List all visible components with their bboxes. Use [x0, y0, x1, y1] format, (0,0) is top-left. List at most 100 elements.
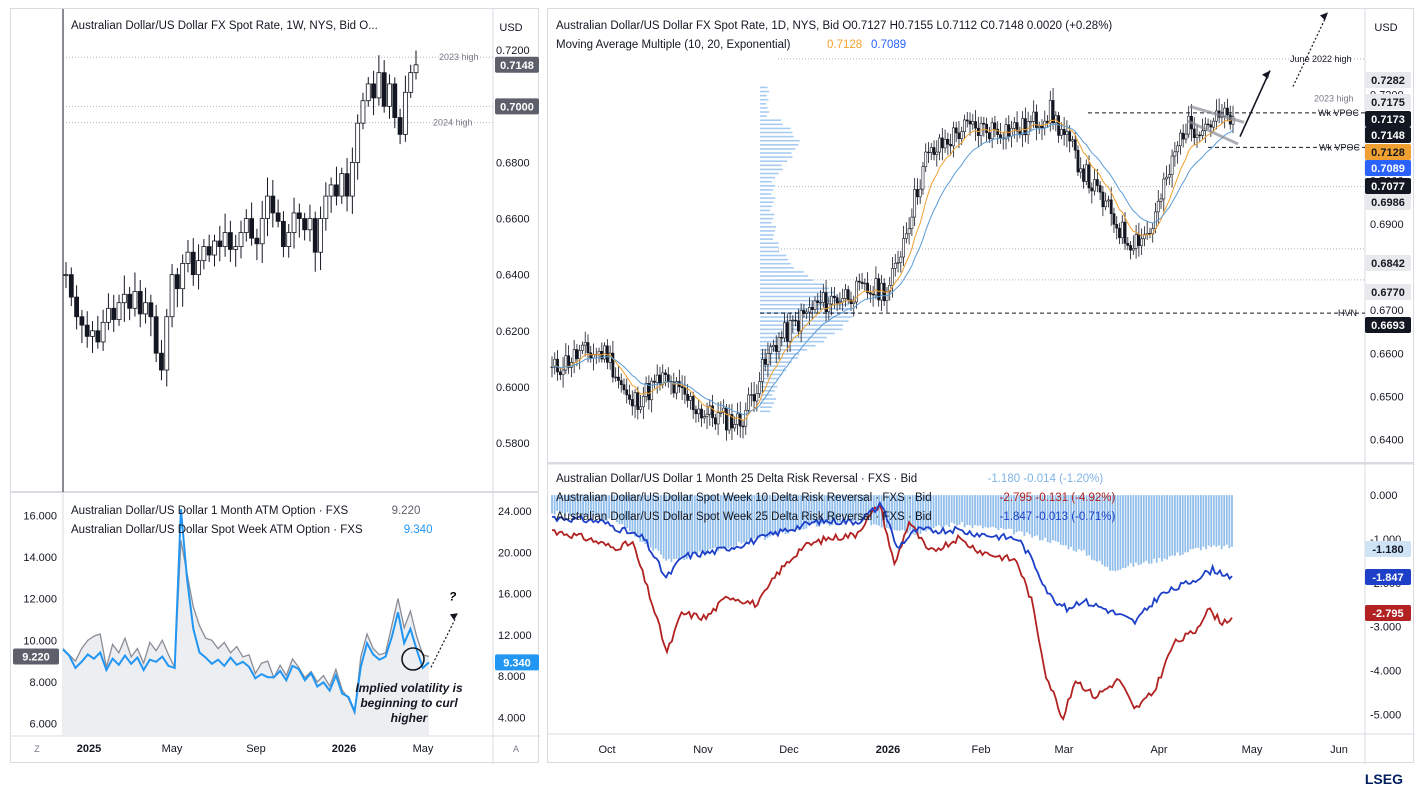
weekly-candle-body	[397, 117, 403, 135]
vol-right-label-bg	[495, 654, 539, 671]
daily-candle-body	[719, 412, 723, 414]
daily-price-label-bg	[1365, 160, 1411, 176]
rr-histogram-bar	[1096, 495, 1098, 562]
rr-histogram-bar	[937, 495, 940, 526]
rr-histogram-bar	[1220, 495, 1223, 550]
rr-histogram-bar	[846, 495, 849, 522]
rr-histogram-bar	[1231, 495, 1233, 547]
rr-legend-value: -2.795 -0.131 (-4.92%)	[1000, 492, 1116, 504]
daily-candle-body	[921, 166, 925, 190]
vol-corner-z: Z	[34, 744, 40, 754]
rr-histogram-bar	[992, 495, 995, 527]
daily-candle-body	[705, 413, 709, 417]
daily-candle-body	[896, 262, 900, 264]
vol-left-tick: 8.000	[29, 677, 57, 689]
rr-histogram-bar	[859, 495, 862, 522]
weekly-candle-body	[212, 240, 217, 256]
daily-volume-profile-bar	[760, 287, 830, 290]
daily-volume-profile-bar	[760, 226, 777, 228]
rr-histogram-bar	[1080, 495, 1083, 551]
rr-histogram-bar	[821, 495, 823, 524]
rr-histogram-bar	[621, 495, 623, 525]
weekly-y-tick: 0.6200	[496, 326, 530, 338]
rr-histogram-bar	[610, 495, 613, 521]
rr-price-label-bg	[1365, 605, 1411, 621]
daily-ema20-line	[551, 123, 1234, 416]
daily-candle-body	[553, 358, 557, 368]
weekly-chart-panel[interactable]: USD 0.7200 0.7000 0.6800 0.6600 0.6400 0.6200 0…	[10, 8, 539, 493]
weekly-candle-body	[206, 246, 212, 256]
rr-histogram-bar	[735, 495, 738, 546]
rr-histogram-bar	[1184, 495, 1187, 553]
daily-candle-body	[575, 349, 579, 360]
rr-histogram-bar	[774, 495, 777, 535]
rr-histogram-bar	[836, 495, 839, 524]
daily-candle-body	[1129, 245, 1132, 251]
daily-candle-body	[727, 414, 731, 431]
rr-histogram-bar	[615, 495, 618, 523]
rr-histogram-bar	[628, 495, 631, 532]
daily-candle-body	[697, 408, 701, 415]
daily-candle-body	[556, 358, 559, 373]
daily-candle-body	[716, 412, 720, 425]
rr-histogram-bar	[748, 495, 751, 540]
rr-histogram-bar	[771, 495, 774, 535]
daily-candle-body	[689, 396, 692, 401]
weekly-title: Australian Dollar/US Dollar FX Spot Rate…	[71, 20, 378, 32]
rr-histogram-bar	[571, 495, 574, 517]
rr-histogram-bar	[1018, 495, 1021, 531]
weekly-candle-body	[121, 293, 127, 304]
rr-histogram-bar	[730, 495, 732, 547]
daily-volume-profile-bar	[760, 271, 804, 273]
vol-one-month-area	[63, 540, 429, 736]
rr-histogram-bar	[719, 495, 722, 549]
daily-candle-body	[982, 122, 986, 125]
vol-left-tick: 6.000	[29, 719, 57, 731]
daily-candle-body	[799, 310, 803, 332]
weekly-candle-body	[360, 100, 366, 124]
weekly-candle-body	[238, 232, 244, 247]
rr-x-tick: Oct	[598, 744, 615, 756]
rr-histogram-bar	[587, 495, 590, 517]
daily-y-tick: 0.6400	[1370, 435, 1404, 447]
rr-histogram-bar	[1059, 495, 1062, 545]
weekly-candle-body	[281, 220, 286, 247]
daily-volume-profile-bar	[760, 193, 772, 195]
daily-candle-body	[841, 298, 845, 303]
rr-histogram-bar	[699, 495, 701, 552]
rr-histogram-bar	[1148, 495, 1150, 564]
daily-chart-panel[interactable]: USD0.72000.71000.70000.69000.68000.67000…	[547, 8, 1414, 464]
weekly-note-2023-high: 2023 high	[439, 52, 479, 62]
rr-histogram-bar	[1039, 495, 1041, 541]
rr-legend-text: Australian Dollar/US Dollar Spot Week 25…	[556, 511, 932, 523]
weekly-candle-body	[344, 173, 350, 197]
rr-histogram-bar	[1132, 495, 1135, 567]
daily-candle-body	[1087, 164, 1091, 189]
rr-histogram-bar	[945, 495, 948, 526]
rr-histogram-bar	[758, 495, 761, 539]
daily-volume-profile-bar	[760, 283, 825, 286]
rr-x-tick: May	[1242, 744, 1263, 756]
volatility-panel[interactable]: 16.000 14.000 12.000 10.000 8.000 6.000 24.000…	[10, 492, 540, 764]
weekly-candle-body	[381, 72, 387, 107]
daily-y-tick: 0.6900	[1370, 219, 1404, 231]
daily-candle-body	[647, 383, 651, 401]
rr-histogram-bar	[909, 495, 912, 531]
rr-histogram-bar	[1218, 495, 1220, 546]
daily-candle-body	[1084, 164, 1088, 182]
daily-volume-profile-bar	[760, 189, 774, 191]
risk-reversal-panel[interactable]: 0.000-1.000-2.000-3.000-4.000-5.000Austr…	[547, 463, 1415, 764]
rr-histogram-bar	[652, 495, 655, 551]
rr-histogram-bar	[680, 495, 683, 557]
daily-candle-body	[824, 292, 828, 313]
weekly-candle-body	[159, 352, 164, 371]
daily-candle-body	[1118, 227, 1121, 239]
daily-candle-body	[996, 128, 1000, 135]
vol-right-label: 9.340	[503, 657, 531, 669]
daily-flag-lower	[1187, 119, 1239, 146]
daily-volume-profile-bar	[760, 349, 808, 351]
rr-histogram-bar	[1049, 495, 1052, 544]
rr-histogram-bar	[712, 495, 714, 549]
rr-histogram-bar	[922, 495, 925, 531]
daily-candle-body	[780, 337, 784, 339]
